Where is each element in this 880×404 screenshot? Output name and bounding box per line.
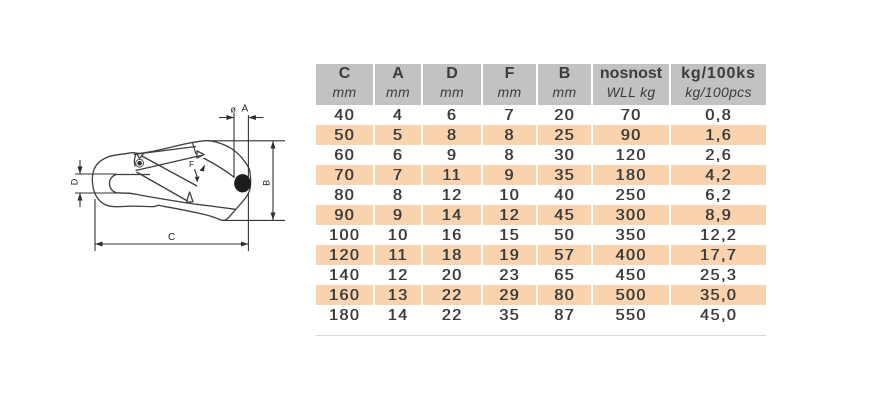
svg-text:ø: ø <box>231 105 237 115</box>
svg-text:C: C <box>168 232 175 243</box>
svg-text:B: B <box>262 180 272 186</box>
svg-text:F: F <box>189 159 194 169</box>
svg-text:A: A <box>242 104 249 115</box>
svg-text:D: D <box>70 178 80 185</box>
